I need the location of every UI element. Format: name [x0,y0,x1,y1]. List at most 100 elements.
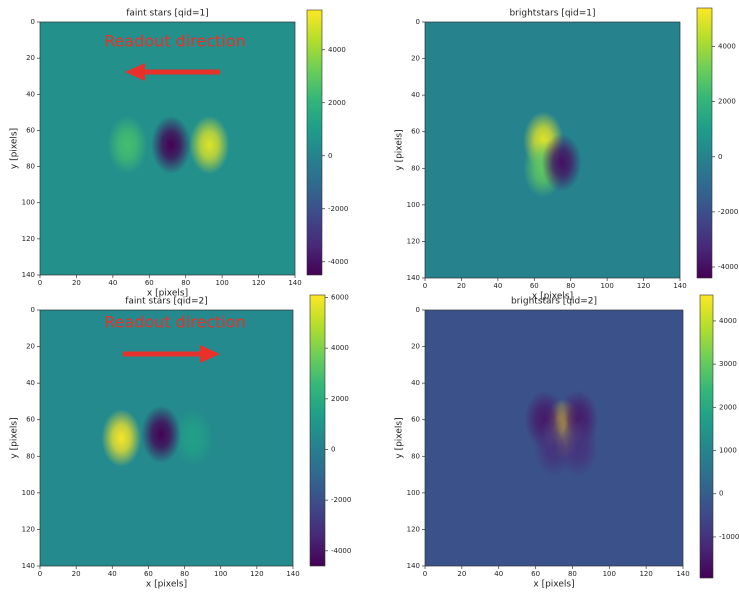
x-tick-label: 100 [600,282,613,290]
y-tick-label: 0 [31,306,35,314]
y-axis-label: y [pixels] [10,417,20,458]
heatmap-blob [541,133,582,192]
x-axis-label: x [pixels] [146,580,187,590]
heatmap-blob [173,409,214,467]
axes-frame [39,21,296,276]
axes-frame [424,21,681,279]
colorbar-tick-label: 2000 [328,99,346,107]
y-tick-label: 0 [416,306,420,314]
colorbar [696,7,713,279]
x-tick-label: 60 [531,570,540,578]
y-tick-label: 100 [407,201,420,209]
y-tick-label: 120 [407,237,420,245]
heatmap-layer [101,405,214,467]
colorbar-tick-label: 4000 [719,317,737,325]
heatmap-layer [523,111,582,198]
colorbar-tick-label: -4000 [718,263,738,271]
colorbar-tick-label: -2000 [718,208,738,216]
chart-title: faint stars [qid=1] [126,9,208,19]
y-tick-label: 60 [26,126,35,134]
x-tick-label: 0 [38,279,42,287]
x-tick-label: 20 [457,570,466,578]
colorbar-tick-label: 2000 [719,403,737,411]
y-tick-label: 140 [407,562,420,570]
colorbar-tick-label: 3000 [719,360,737,368]
y-tick-label: 100 [407,489,420,497]
y-tick-label: 40 [411,379,420,387]
x-tick-label: 60 [145,279,154,287]
heatmap-blob [557,417,599,477]
y-tick-label: 140 [22,271,35,279]
chart-title: faint stars [qid=2] [125,297,207,307]
annotation: Readout direction [104,32,246,51]
x-tick-label: 20 [72,570,81,578]
axes-frame [39,309,294,567]
y-tick-label: 80 [26,163,35,171]
y-tick-label: 40 [26,379,35,387]
chart-title: brightstars [qid=1] [509,9,595,19]
x-tick-label: 140 [288,279,301,287]
y-tick-label: 60 [411,416,420,424]
colorbar [309,294,326,567]
y-tick-label: 80 [411,164,420,172]
colorbar-tick-label: 4000 [718,43,736,51]
y-tick-label: 60 [26,416,35,424]
x-tick-label: 120 [639,570,652,578]
x-tick-label: 20 [72,279,81,287]
y-tick-label: 140 [407,274,420,282]
annotation: Readout direction [104,313,246,332]
y-tick-label: 0 [416,18,420,26]
colorbar-tick-label: 4000 [331,344,349,352]
y-tick-label: 20 [411,55,420,63]
colorbar-tick-label: 1000 [719,447,737,455]
y-tick-label: 140 [22,562,35,570]
x-tick-label: 80 [180,570,189,578]
colorbar-tick-label: 6000 [331,294,349,302]
x-axis-label: x [pixels] [532,292,573,302]
x-tick-label: 40 [108,570,117,578]
x-tick-label: 120 [637,282,650,290]
x-tick-label: 120 [252,279,265,287]
colorbar-tick-label: -1000 [719,533,739,541]
annotation-arrowhead [125,63,145,81]
y-tick-label: 40 [411,91,420,99]
y-tick-label: 80 [26,452,35,460]
colorbar-tick-label: 2000 [718,98,736,106]
heatmap-blob [151,115,192,175]
x-tick-label: 100 [215,279,228,287]
x-tick-label: 140 [676,570,689,578]
y-tick-label: 60 [411,128,420,136]
y-tick-label: 100 [22,489,35,497]
y-tick-label: 100 [22,199,35,207]
colorbar-tick-label: -2000 [328,205,348,213]
x-tick-label: 60 [144,570,153,578]
y-tick-label: 20 [26,343,35,351]
x-tick-label: 100 [214,570,227,578]
colorbar [306,9,323,276]
colorbar [699,294,714,579]
colorbar-tick-label: 0 [331,445,335,453]
colorbar-tick-label: -4000 [331,547,351,555]
x-tick-label: 60 [530,282,539,290]
y-tick-label: 40 [26,90,35,98]
x-tick-label: 80 [566,282,575,290]
x-tick-label: 20 [457,282,466,290]
x-tick-label: 120 [250,570,263,578]
colorbar-tick-label: -4000 [328,258,348,266]
y-axis-label: y [pixels] [395,417,405,458]
colorbar-tick-label: 0 [328,152,332,160]
y-axis-label: y [pixels] [10,128,20,169]
x-axis-label: x [pixels] [533,580,574,590]
chart-title: brightstars [qid=2] [511,297,597,307]
x-tick-label: 100 [603,570,616,578]
x-axis-label: x [pixels] [147,289,188,299]
heatmap-layer [107,115,230,175]
y-tick-label: 120 [22,235,35,243]
y-tick-label: 120 [22,525,35,533]
colorbar-tick-label: 4000 [328,46,346,54]
heatmap-blob [101,409,142,467]
axes-frame [424,309,684,567]
y-tick-label: 20 [411,343,420,351]
heatmap-blob [107,115,148,175]
